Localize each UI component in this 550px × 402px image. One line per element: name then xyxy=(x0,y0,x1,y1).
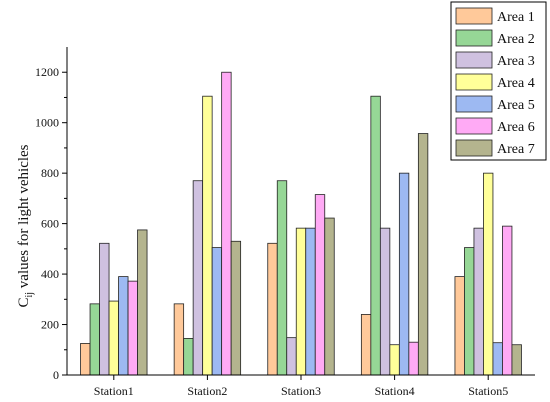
y-tick-label: 1200 xyxy=(35,65,59,79)
legend-swatch xyxy=(455,139,493,157)
bar xyxy=(286,337,297,376)
bar xyxy=(389,344,400,376)
bar xyxy=(511,344,522,376)
y-axis-label-subscript: ij xyxy=(24,292,35,298)
bar xyxy=(173,303,185,376)
bar xyxy=(502,225,513,376)
bar xyxy=(192,180,204,376)
y-axis-label: Cij values for light vehicles xyxy=(16,144,35,307)
legend-label: Area 5 xyxy=(497,98,535,113)
bar xyxy=(370,95,381,376)
bar xyxy=(464,247,475,376)
y-axis-label-main: C xyxy=(16,298,32,308)
legend-label: Area 7 xyxy=(497,142,535,157)
bar xyxy=(127,280,138,376)
y-tick-label: 200 xyxy=(41,318,59,332)
x-tick-label: Station4 xyxy=(375,384,415,398)
bar xyxy=(276,180,288,376)
y-tick-label: 0 xyxy=(53,368,59,382)
x-tick-label: Station5 xyxy=(468,384,508,398)
legend-swatch xyxy=(455,95,493,113)
bar xyxy=(211,247,223,376)
bar xyxy=(295,227,307,376)
bar xyxy=(492,342,503,376)
bar xyxy=(483,172,494,376)
bar xyxy=(89,303,100,376)
bar xyxy=(202,95,213,376)
legend-label: Area 6 xyxy=(497,120,535,135)
y-tick-label: 1000 xyxy=(35,116,59,130)
y-tick-label: 400 xyxy=(41,267,59,281)
bar xyxy=(454,276,465,376)
bar xyxy=(221,71,232,376)
bar xyxy=(379,227,391,376)
legend-label: Area 3 xyxy=(497,54,535,69)
x-tick-label: Station2 xyxy=(187,384,227,398)
bar xyxy=(473,227,484,376)
bar xyxy=(360,314,372,376)
bars-group xyxy=(80,71,522,376)
bar xyxy=(314,194,326,376)
bar xyxy=(118,276,129,376)
legend-swatch xyxy=(455,117,493,135)
legend: Area 1 Area 2 Area 3 Area 4 Area 5 Area 6 Area… xyxy=(450,1,547,161)
x-tick-label: Station3 xyxy=(281,384,321,398)
legend-swatch xyxy=(455,73,493,91)
bar xyxy=(80,343,91,376)
legend-swatch xyxy=(455,51,493,69)
y-tick-label: 800 xyxy=(41,166,59,180)
bar xyxy=(137,229,148,376)
y-axis-label-rest: values for light vehicles xyxy=(16,144,32,292)
x-ticks: Station1 Station2 Station3 Station4 Station5 xyxy=(94,375,508,398)
x-tick-label: Station1 xyxy=(94,384,134,398)
bar xyxy=(398,172,410,376)
legend-label: Area 4 xyxy=(497,76,535,91)
legend-swatch xyxy=(455,7,493,25)
bar xyxy=(324,217,335,376)
bar xyxy=(99,242,110,376)
bar xyxy=(408,341,419,376)
legend-swatch xyxy=(455,29,493,47)
bar xyxy=(417,133,429,376)
bar xyxy=(183,338,194,376)
legend-label: Area 2 xyxy=(497,32,535,47)
y-tick-label: 600 xyxy=(41,217,59,231)
bar xyxy=(230,240,242,376)
y-ticks: 0 200 400 600 800 1000 1200 xyxy=(35,65,67,382)
bar xyxy=(305,227,316,376)
bar xyxy=(108,300,119,376)
legend-label: Area 1 xyxy=(497,10,535,25)
bar xyxy=(267,242,278,376)
